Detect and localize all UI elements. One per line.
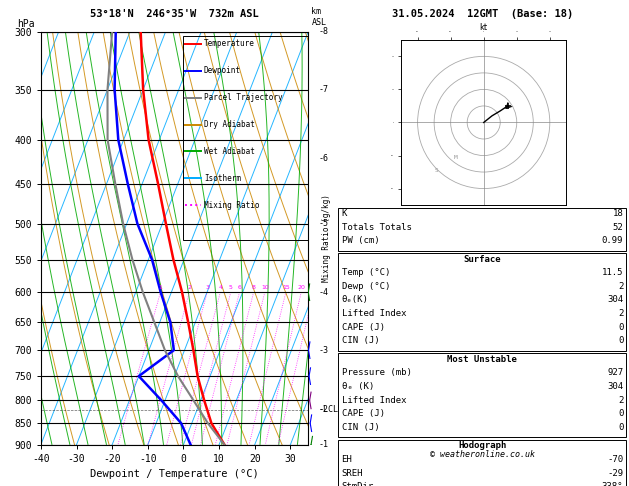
Text: -7: -7 [318,85,328,94]
Text: km
ASL: km ASL [311,7,326,27]
Text: Lifted Index: Lifted Index [342,309,406,318]
Text: θₑ(K): θₑ(K) [342,295,369,305]
Text: -1: -1 [318,440,328,449]
Text: 2: 2 [618,396,623,405]
Text: 0: 0 [618,423,623,432]
Text: -4: -4 [318,288,328,297]
Text: 11.5: 11.5 [602,268,623,278]
Text: -70: -70 [607,455,623,464]
Text: 31.05.2024  12GMT  (Base: 18): 31.05.2024 12GMT (Base: 18) [391,9,573,19]
Text: -6: -6 [318,154,328,163]
Text: 0: 0 [618,409,623,418]
Text: 8: 8 [252,285,255,290]
Text: Isotherm: Isotherm [204,174,241,183]
Text: CAPE (J): CAPE (J) [342,323,384,332]
Text: S: S [434,168,438,173]
Text: Dry Adiabat: Dry Adiabat [204,120,255,129]
Text: 338°: 338° [602,482,623,486]
Text: SREH: SREH [342,469,363,478]
Text: 20: 20 [298,285,305,290]
Text: -3: -3 [318,346,328,355]
Text: 4: 4 [218,285,222,290]
Text: 0.99: 0.99 [602,236,623,245]
Text: 2: 2 [618,282,623,291]
Text: EH: EH [342,455,352,464]
X-axis label: kt: kt [480,23,487,32]
Text: Surface: Surface [464,255,501,264]
Text: Temperature: Temperature [204,39,255,49]
Text: 2: 2 [618,309,623,318]
Text: 10: 10 [261,285,269,290]
Text: -LCL: -LCL [318,405,338,414]
Text: 0: 0 [618,323,623,332]
Text: Pressure (mb): Pressure (mb) [342,368,411,378]
Text: StmDir: StmDir [342,482,374,486]
Text: θₑ (K): θₑ (K) [342,382,374,391]
Text: 2: 2 [187,285,191,290]
Text: CAPE (J): CAPE (J) [342,409,384,418]
Text: -8: -8 [318,27,328,36]
Text: Mixing Ratio: Mixing Ratio [204,201,259,209]
Text: M: M [454,155,458,160]
Text: 5: 5 [229,285,233,290]
Text: 6: 6 [238,285,242,290]
Text: 304: 304 [607,382,623,391]
Text: Lifted Index: Lifted Index [342,396,406,405]
Text: 15: 15 [282,285,290,290]
Text: -5: -5 [318,219,328,228]
X-axis label: Dewpoint / Temperature (°C): Dewpoint / Temperature (°C) [90,469,259,479]
Text: CIN (J): CIN (J) [342,336,379,346]
Text: K: K [342,209,347,218]
Text: Dewp (°C): Dewp (°C) [342,282,390,291]
Text: 0: 0 [618,336,623,346]
Text: 52: 52 [613,223,623,232]
Text: Mixing Ratio (g/kg): Mixing Ratio (g/kg) [322,194,331,282]
Text: 53°18'N  246°35'W  732m ASL: 53°18'N 246°35'W 732m ASL [90,9,259,19]
Text: Parcel Trajectory: Parcel Trajectory [204,93,282,102]
Text: 304: 304 [607,295,623,305]
Text: © weatheronline.co.uk: © weatheronline.co.uk [430,450,535,459]
Text: Totals Totals: Totals Totals [342,223,411,232]
Text: -29: -29 [607,469,623,478]
Text: 1: 1 [159,285,162,290]
Text: 3: 3 [205,285,209,290]
Text: Temp (°C): Temp (°C) [342,268,390,278]
Text: CIN (J): CIN (J) [342,423,379,432]
Text: Dewpoint: Dewpoint [204,66,241,75]
Text: 927: 927 [607,368,623,378]
Text: Wet Adiabat: Wet Adiabat [204,147,255,156]
Text: hPa: hPa [17,19,35,29]
Text: 18: 18 [613,209,623,218]
Text: Most Unstable: Most Unstable [447,355,517,364]
Text: -2: -2 [318,405,328,414]
Text: Hodograph: Hodograph [458,441,506,451]
Text: PW (cm): PW (cm) [342,236,379,245]
